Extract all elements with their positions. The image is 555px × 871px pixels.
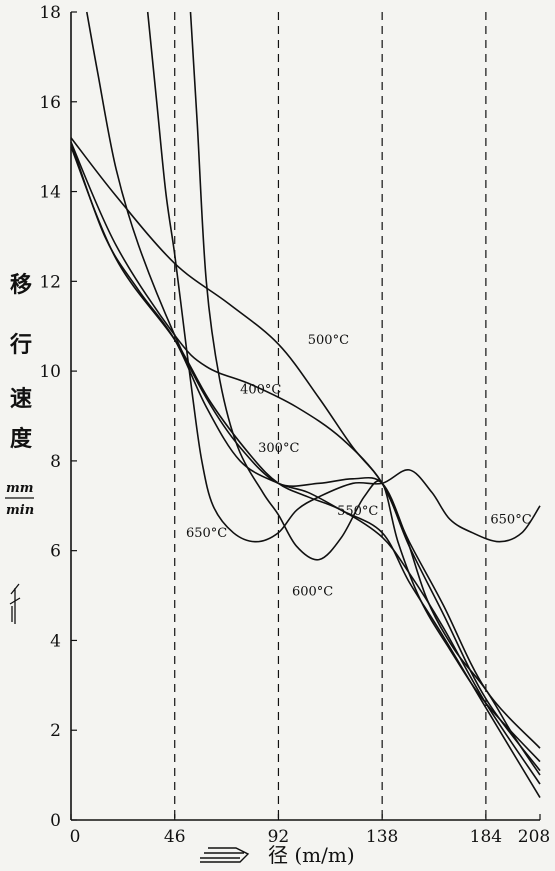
x-tick-label: 92 xyxy=(268,827,290,847)
dashed-reference-lines xyxy=(174,12,487,820)
y-tick-labels: 0 2 4 6 8 10 12 14 16 18 xyxy=(39,3,77,831)
series-line-400c xyxy=(70,141,541,772)
x-tick-label: 46 xyxy=(164,827,186,847)
series-label: 300°C xyxy=(258,441,299,456)
series-labels: 500°C 400°C 300°C 550°C 600°C 650°C 650°C xyxy=(186,333,532,599)
y-tick-label: 2 xyxy=(50,721,61,741)
y-unit-numerator: mm xyxy=(6,481,34,496)
x-tick-label: 208 xyxy=(518,827,550,847)
x-tick-labels: 0 46 92 138 184 208 xyxy=(70,814,550,847)
series-curves xyxy=(70,11,541,799)
y-tick-label: 4 xyxy=(50,631,61,651)
series-line-300c xyxy=(70,146,541,785)
series-label: 500°C xyxy=(308,333,349,348)
y-label-char: 度 xyxy=(10,426,33,452)
y-tick-label: 6 xyxy=(50,542,61,562)
y-label-char: 行 xyxy=(9,332,32,358)
y-tick-label: 14 xyxy=(39,183,61,203)
series-line-500c xyxy=(70,137,541,749)
y-tick-label: 10 xyxy=(39,362,61,382)
y-tick-label: 18 xyxy=(39,3,61,23)
y-tick-label: 0 xyxy=(50,811,61,831)
x-axis-label: 径 (m/m) xyxy=(268,843,355,867)
y-tick-label: 12 xyxy=(39,272,61,292)
y-label-char: 移 xyxy=(10,272,32,298)
y-tick-label: 8 xyxy=(50,452,61,472)
y-tick-label: 16 xyxy=(39,93,61,113)
series-line-600c xyxy=(189,11,541,763)
up-arrow-icon xyxy=(9,583,21,624)
series-line-550c xyxy=(70,141,541,799)
annotation-label: 650°C xyxy=(490,513,531,528)
plot-frame xyxy=(70,12,540,821)
series-label: 550°C xyxy=(337,504,378,519)
arrow-icon xyxy=(200,847,250,863)
series-label: 400°C xyxy=(240,383,281,398)
series-label: 650°C xyxy=(186,526,227,541)
series-label: 600°C xyxy=(292,585,333,600)
y-unit-denominator: min xyxy=(6,503,34,518)
x-tick-label: 184 xyxy=(470,827,502,847)
series-line-650c xyxy=(146,11,541,543)
x-tick-label: 138 xyxy=(366,827,398,847)
series-line-unlabeled xyxy=(86,11,541,776)
y-label-char: 速 xyxy=(10,386,32,412)
x-tick-label: 0 xyxy=(70,827,81,847)
